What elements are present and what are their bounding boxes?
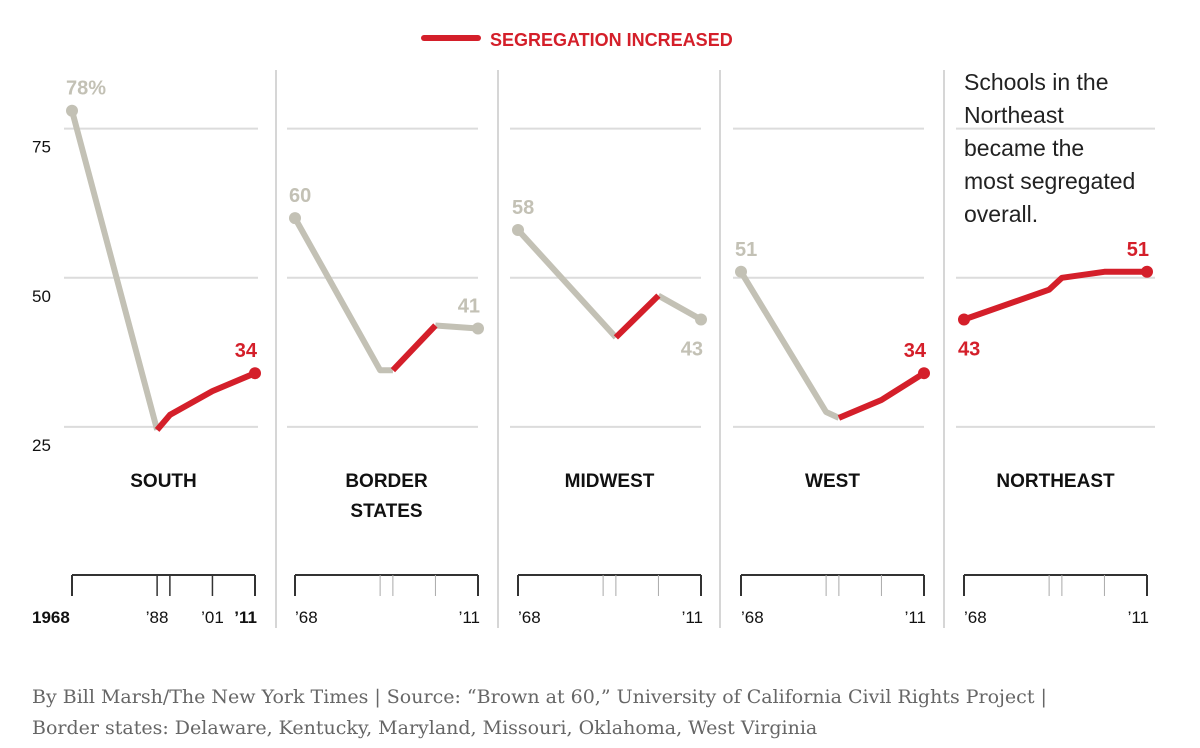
x-tick-label: ’68 (518, 608, 541, 627)
x-tick-label: ’11 (459, 608, 480, 627)
panel-south: 78% 34 SOUTH 1968 ’88 ’01 ’11 (32, 78, 261, 627)
series-line-other (738, 270, 841, 421)
x-tick-label: ’11 (682, 608, 703, 627)
data-point (512, 224, 524, 237)
data-label: 34 (235, 340, 258, 362)
data-point (695, 313, 707, 326)
source-line-1: By Bill Marsh/The New York Times | Sourc… (32, 686, 1047, 708)
annotation-line: most segregated (964, 168, 1135, 194)
source-credit: By Bill Marsh/The New York Times | Sourc… (32, 682, 1172, 744)
data-label: 78% (66, 78, 106, 100)
annotation-line: became the (964, 135, 1084, 161)
data-point (958, 313, 970, 326)
annotation-line: Schools in the (964, 69, 1108, 95)
x-tick-label: ’88 (146, 608, 169, 627)
data-label: 43 (681, 339, 703, 361)
panel-border-states: 60 41 BORDER STATES ’68 ’11 (287, 127, 484, 627)
series-line-other (435, 322, 479, 332)
series-line-increased (390, 323, 438, 373)
series-line-increased (613, 293, 661, 340)
series-line-other (69, 109, 160, 431)
northeast-annotation: Schools in the Northeast became the most se… (964, 69, 1135, 227)
data-point (66, 104, 78, 117)
data-point (735, 265, 747, 278)
data-label: 41 (458, 295, 480, 317)
data-label: 43 (958, 339, 980, 361)
panel-title: MIDWEST (565, 471, 655, 492)
panel-west: 51 34 WEST ’68 ’11 (733, 127, 930, 627)
data-point (249, 367, 261, 380)
series-line-increased (963, 268, 1147, 323)
x-tick-label: ’11 (234, 608, 257, 627)
legend-label: SEGREGATION INCREASED (490, 30, 733, 50)
segregation-small-multiples-chart: SEGREGATION INCREASED 75 50 25 78% 34 SOUTH 19… (32, 30, 1155, 628)
data-point (289, 212, 301, 225)
series-line-other (292, 216, 393, 374)
y-tick-label: 25 (32, 436, 51, 455)
x-tick-label: ’68 (295, 608, 318, 627)
data-point (918, 367, 930, 380)
x-tick-label: ’11 (905, 608, 926, 627)
y-tick-label: 75 (32, 138, 51, 157)
data-point (472, 322, 484, 335)
panels: 75 50 25 78% 34 SOUTH 1968 ’88 ’01 ’11 60 41 BORDER S… (32, 70, 1155, 628)
panel-title: NORTHEAST (996, 471, 1115, 492)
data-label: 58 (512, 197, 534, 219)
panel-title: WEST (805, 471, 860, 492)
source-line-2: Border states: Delaware, Kentucky, Maryl… (32, 717, 818, 739)
x-tick-label: ’01 (201, 608, 224, 627)
series-line-other (515, 227, 619, 340)
panel-northeast: 43 51 NORTHEAST ’68 ’11 (956, 127, 1155, 627)
x-tick-label: ’68 (964, 608, 987, 627)
x-tick-label: ’11 (1128, 608, 1149, 627)
data-label: 60 (289, 185, 311, 207)
panel-midwest: 58 43 MIDWEST ’68 ’11 (510, 127, 707, 627)
annotation-line: Northeast (964, 102, 1064, 128)
annotation-line: overall. (964, 201, 1038, 227)
panel-title: SOUTH (130, 471, 197, 492)
y-tick-label: 50 (32, 287, 51, 306)
series-line-increased (837, 370, 926, 421)
x-tick-label: ’68 (741, 608, 764, 627)
legend: SEGREGATION INCREASED (421, 30, 733, 50)
data-label: 34 (904, 340, 927, 362)
panel-title: STATES (350, 501, 422, 522)
series-line-other (656, 292, 703, 323)
data-label: 51 (735, 239, 757, 261)
data-point (1141, 265, 1153, 278)
series-line-increased (154, 370, 257, 432)
panel-title: BORDER (345, 471, 428, 492)
data-label: 51 (1127, 239, 1149, 261)
x-tick-label: 1968 (32, 608, 70, 627)
